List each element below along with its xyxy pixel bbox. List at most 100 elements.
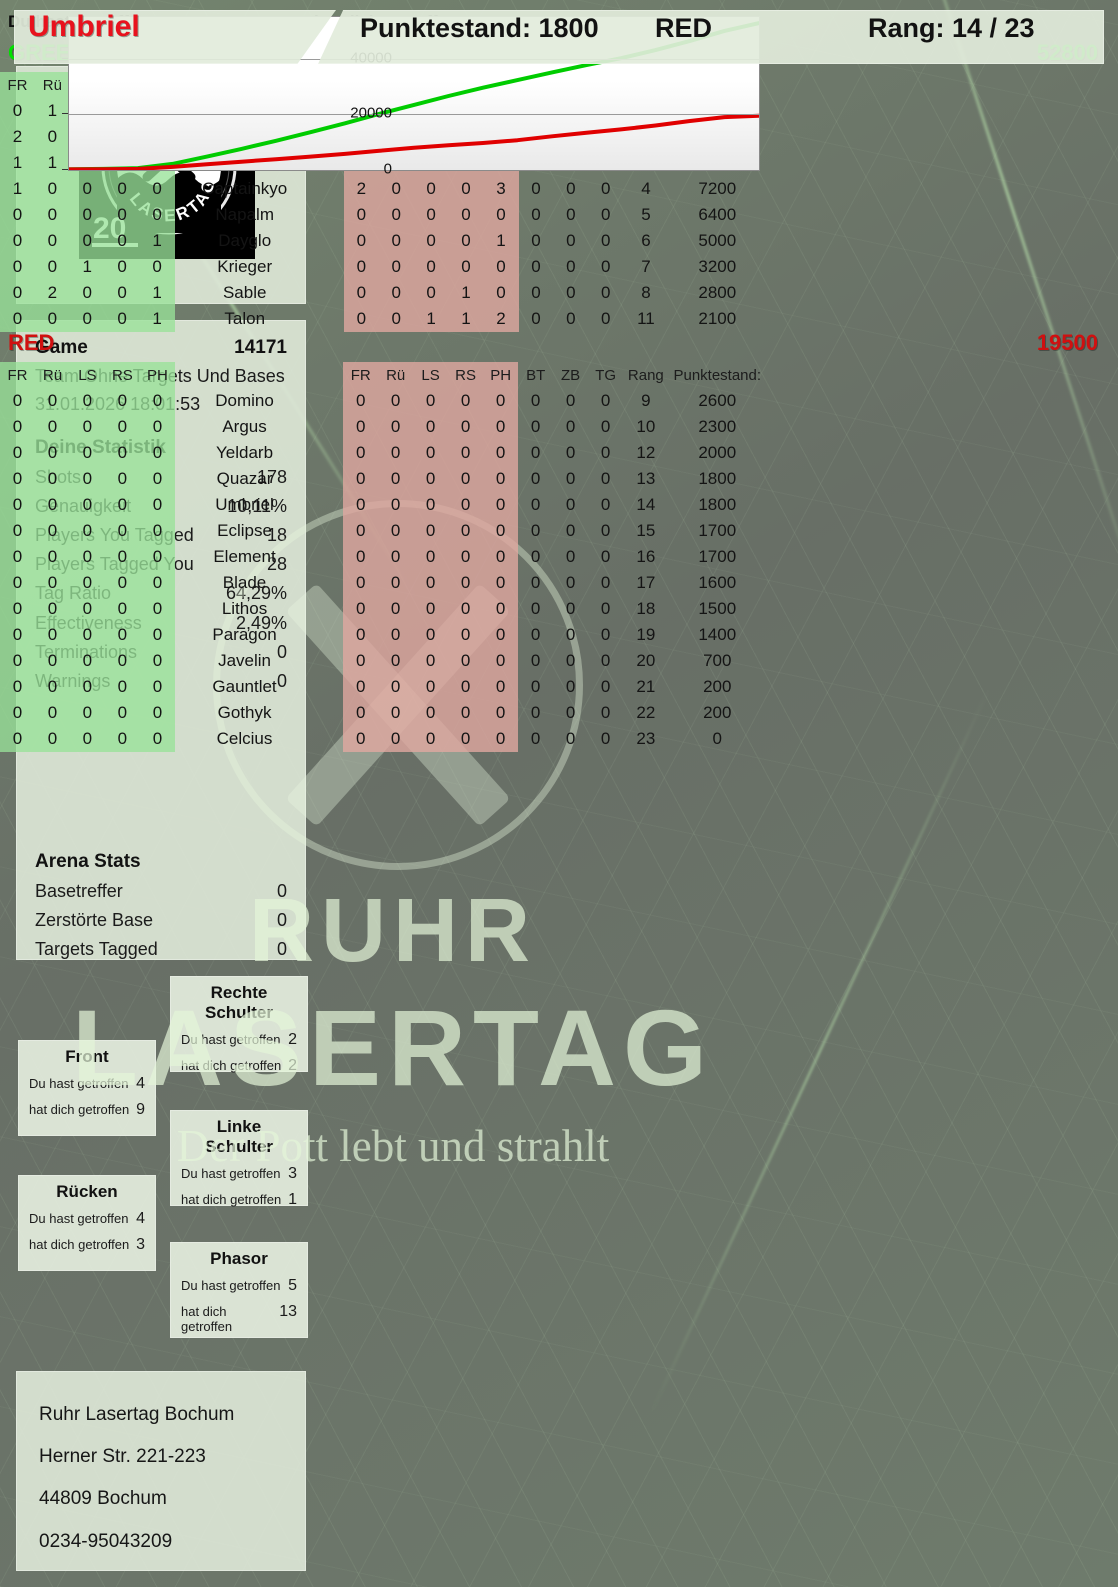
table-row[interactable]: 0 0 0 0 0 Napalm 0 0 0 0 0 0 0 0 5 6400 bbox=[0, 202, 786, 228]
cell-you-hit: 0 bbox=[104, 228, 140, 254]
cell-hit-you: 3 bbox=[483, 176, 519, 202]
cell-hit-you: 0 bbox=[413, 648, 449, 674]
table-row[interactable]: 0 0 0 0 0 Umbriel 0 0 0 0 0 0 0 0 14 1800 bbox=[0, 492, 786, 518]
table-row[interactable]: 0 0 0 0 0 Gauntlet 0 0 0 0 0 0 0 0 21 200 bbox=[0, 674, 786, 700]
table-row[interactable]: 0 0 0 0 0 Element 0 0 0 0 0 0 0 0 16 1700 bbox=[0, 544, 786, 570]
cell-tg: 0 bbox=[600, 703, 611, 722]
bodypart-box-front: Front Du hast getroffen 4 hat dich getro… bbox=[18, 1040, 156, 1136]
cell-hit-you: 0 bbox=[378, 726, 414, 752]
cell-hit-you: 2 bbox=[343, 176, 379, 202]
cell-you-hit: 0 bbox=[0, 726, 35, 752]
bodypart-box-rechte-schulter: Rechte Schulter Du hast getroffen 2 hat … bbox=[170, 976, 308, 1074]
cell-you-hit: 0 bbox=[69, 176, 105, 202]
cell-bt: 0 bbox=[531, 231, 541, 250]
table-row[interactable]: 0 0 0 0 0 Yeldarb 0 0 0 0 0 0 0 0 12 2000 bbox=[0, 440, 786, 466]
cell-you-hit: 0 bbox=[35, 492, 70, 518]
col-header-right: RS bbox=[448, 362, 484, 388]
cell-hit-you: 0 bbox=[343, 202, 379, 228]
col-header-left: LS bbox=[69, 362, 105, 388]
cell-player-name: Captainkyo bbox=[202, 179, 288, 198]
cell-hit-you: 0 bbox=[413, 254, 449, 280]
cell-you-hit: 0 bbox=[0, 306, 35, 332]
cell-player-name: Dayglo bbox=[218, 231, 272, 250]
cell-you-hit: 1 bbox=[69, 254, 105, 280]
cell-you-hit: 0 bbox=[34, 254, 70, 280]
cell-score: 7200 bbox=[698, 179, 737, 198]
cell-bt: 0 bbox=[530, 703, 541, 722]
cell-rang: 10 bbox=[636, 417, 656, 436]
table-row[interactable]: 0 0 0 0 0 Argus 0 0 0 0 0 0 0 0 10 2300 bbox=[0, 414, 786, 440]
table-row[interactable]: 0 0 0 0 0 Quazar 0 0 0 0 0 0 0 0 13 1800 bbox=[0, 466, 786, 492]
stat-value: 0 bbox=[276, 641, 287, 662]
cell-zb: 0 bbox=[565, 417, 576, 436]
table-row[interactable]: 0 0 0 0 0 Eclipse 0 0 0 0 0 0 0 0 15 1700 bbox=[0, 518, 786, 544]
cell-you-hit: 0 bbox=[139, 570, 175, 596]
bodypart-hit-you-value: 13 bbox=[279, 1303, 297, 1320]
cell-zb: 0 bbox=[565, 729, 576, 748]
cell-zb: 0 bbox=[565, 547, 576, 566]
cell-you-hit: 0 bbox=[139, 440, 175, 466]
page-title: Umbriel bbox=[28, 10, 140, 43]
bodypart-hit-you-value: 9 bbox=[136, 1101, 145, 1118]
table-row[interactable]: 0 0 0 0 0 Domino 0 0 0 0 0 0 0 0 9 2600 bbox=[0, 388, 786, 414]
cell-you-hit: 0 bbox=[139, 466, 175, 492]
cell-you-hit: 0 bbox=[0, 648, 35, 674]
col-header-extra: TG bbox=[595, 366, 617, 384]
cell-hit-you: 0 bbox=[413, 700, 449, 726]
cell-you-hit: 0 bbox=[69, 622, 105, 648]
cell-you-hit: 0 bbox=[139, 544, 175, 570]
cell-zb: 0 bbox=[565, 443, 576, 462]
table-row[interactable]: 0 0 1 0 0 Krieger 0 0 0 0 0 0 0 0 7 3200 bbox=[0, 254, 786, 280]
table-row[interactable]: 0 0 0 0 1 Dayglo 0 0 0 0 1 0 0 0 6 5000 bbox=[0, 228, 786, 254]
cell-tg: 0 bbox=[600, 495, 611, 514]
cell-hit-you: 0 bbox=[343, 518, 379, 544]
cell-you-hit: 0 bbox=[0, 228, 35, 254]
team-label-red: RED bbox=[8, 330, 55, 355]
cell-you-hit: 0 bbox=[69, 306, 105, 332]
game-label: Game bbox=[35, 337, 88, 358]
cell-hit-you: 0 bbox=[483, 674, 519, 700]
table-row[interactable]: 0 0 0 0 0 Paragon 0 0 0 0 0 0 0 0 19 1400 bbox=[0, 622, 786, 648]
cell-you-hit: 0 bbox=[0, 622, 35, 648]
cell-score: 2600 bbox=[698, 391, 737, 410]
bodypart-hit-you-row: hat dich getroffen 13 bbox=[181, 1303, 297, 1334]
bodypart-hit-you-label: hat dich getroffen bbox=[181, 1304, 233, 1334]
table-row[interactable]: 0 0 0 0 0 Gothyk 0 0 0 0 0 0 0 0 22 200 bbox=[0, 700, 786, 726]
cell-hit-you: 0 bbox=[448, 228, 484, 254]
cell-score: 2300 bbox=[698, 417, 737, 436]
cell-hit-you: 0 bbox=[413, 440, 449, 466]
header-team: RED bbox=[655, 13, 713, 43]
stat-label: Targets Tagged bbox=[35, 939, 158, 960]
table-row[interactable]: 1 0 0 0 0 Captainkyo 2 0 0 0 3 0 0 0 4 7200 bbox=[0, 176, 786, 202]
col-header-left: RS bbox=[104, 362, 140, 388]
col-header-score: Punktestand: bbox=[673, 366, 762, 384]
cell-you-hit: 0 bbox=[139, 596, 175, 622]
cell-hit-you: 0 bbox=[378, 228, 414, 254]
bodypart-you-hit-value: 5 bbox=[288, 1277, 297, 1294]
cell-hit-you: 0 bbox=[413, 492, 449, 518]
cell-you-hit: 0 bbox=[139, 518, 175, 544]
cell-player-name: Umbriel bbox=[215, 495, 274, 514]
table-row[interactable]: 0 0 0 0 1 Talon 0 0 1 1 2 0 0 0 11 2100 bbox=[0, 306, 786, 332]
bodypart-hit-you-value: 1 bbox=[288, 1191, 297, 1208]
cell-hit-you: 0 bbox=[448, 414, 484, 440]
cell-player-name: Talon bbox=[224, 309, 266, 328]
table-row[interactable]: 0 2 0 0 1 Sable 0 0 0 1 0 0 0 0 8 2800 bbox=[0, 280, 786, 306]
cell-zb: 0 bbox=[566, 283, 576, 302]
table-row[interactable]: 0 0 0 0 0 Celcius 0 0 0 0 0 0 0 0 23 0 bbox=[0, 726, 786, 752]
bodypart-hit-you-value: 3 bbox=[136, 1236, 145, 1253]
table-row[interactable]: 0 0 0 0 0 Javelin 0 0 0 0 0 0 0 0 20 700 bbox=[0, 648, 786, 674]
bodypart-hit-you-row: hat dich getroffen 1 bbox=[181, 1191, 297, 1209]
cell-hit-you: 0 bbox=[413, 414, 449, 440]
cell-you-hit: 0 bbox=[35, 414, 70, 440]
cell-hit-you: 0 bbox=[343, 596, 379, 622]
table-row[interactable]: 0 0 0 0 0 Blade 0 0 0 0 0 0 0 0 17 1600 bbox=[0, 570, 786, 596]
cell-zb: 0 bbox=[565, 521, 576, 540]
cell-you-hit: 0 bbox=[35, 622, 70, 648]
table-row[interactable]: 0 0 0 0 0 Lithos 0 0 0 0 0 0 0 0 18 1500 bbox=[0, 596, 786, 622]
cell-score: 1400 bbox=[698, 625, 737, 644]
cell-hit-you: 0 bbox=[343, 492, 379, 518]
cell-hit-you: 0 bbox=[378, 544, 414, 570]
cell-you-hit: 0 bbox=[35, 544, 70, 570]
header-rank: Rang: 14 / 23 bbox=[868, 13, 1035, 43]
